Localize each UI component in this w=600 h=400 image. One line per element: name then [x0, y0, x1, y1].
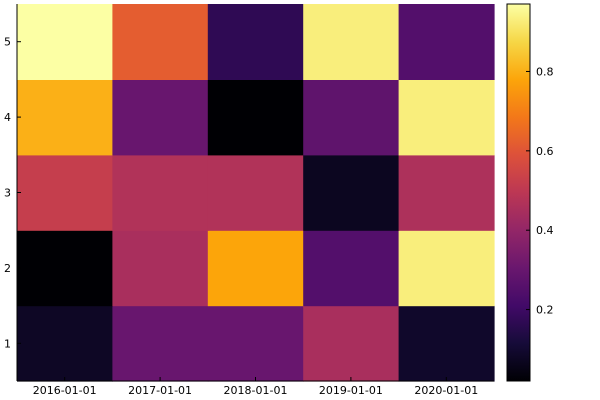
colorbar-tick-label: 0.4	[536, 224, 554, 237]
heatmap-cell	[17, 305, 113, 382]
x-tick-label: 2018-01-01	[224, 384, 288, 397]
heatmap-cells	[17, 4, 495, 382]
colorbar-tick-label: 0.6	[536, 145, 554, 158]
heatmap-cell	[17, 79, 113, 156]
heatmap-cell	[398, 79, 495, 156]
heatmap-cell	[398, 305, 495, 382]
heatmap-cell	[112, 4, 209, 80]
x-tick-label: 2020-01-01	[414, 384, 478, 397]
x-tick-label: 2019-01-01	[319, 384, 383, 397]
colorbar: 0.2 0.4 0.6 0.8	[506, 3, 554, 382]
y-tick-label: 2	[4, 262, 11, 275]
heatmap-cell	[17, 230, 113, 307]
heatmap-cell	[398, 154, 495, 231]
heatmap-cell	[17, 4, 113, 80]
heatmap-cell	[207, 305, 304, 382]
y-tick-label: 5	[4, 36, 11, 49]
x-tick-label: 2017-01-01	[128, 384, 192, 397]
heatmap-cell	[112, 154, 209, 231]
heatmap-cell	[207, 4, 304, 80]
x-axis: 2016-01-01 2017-01-01 2018-01-01 2019-01-01…	[33, 377, 478, 397]
heatmap-cell	[303, 305, 400, 382]
heatmap-cell	[112, 230, 209, 307]
heatmap-cell	[303, 79, 400, 156]
y-tick-label: 1	[4, 337, 11, 350]
heatmap-cell	[303, 154, 400, 231]
plot-frame	[16, 4, 494, 382]
heatmap-cell	[112, 305, 209, 382]
colorbar-scale	[506, 3, 531, 382]
heatmap-cell	[207, 154, 304, 231]
y-axis: 1 2 3 4 5	[4, 36, 21, 350]
heatmap-cell	[398, 230, 495, 307]
heatmap-cell	[17, 154, 113, 231]
heatmap-cell	[303, 4, 400, 80]
y-tick-label: 4	[4, 111, 11, 124]
heatmap-cell	[112, 79, 209, 156]
heatmap-cell	[303, 230, 400, 307]
heatmap-cell	[207, 79, 304, 156]
heatmap-cell	[207, 230, 304, 307]
colorbar-tick-label: 0.2	[536, 304, 554, 317]
colorbar-tick-label: 0.8	[536, 65, 554, 78]
heatmap-cell	[398, 4, 495, 80]
x-tick-label: 2016-01-01	[33, 384, 97, 397]
y-tick-label: 3	[4, 187, 11, 200]
